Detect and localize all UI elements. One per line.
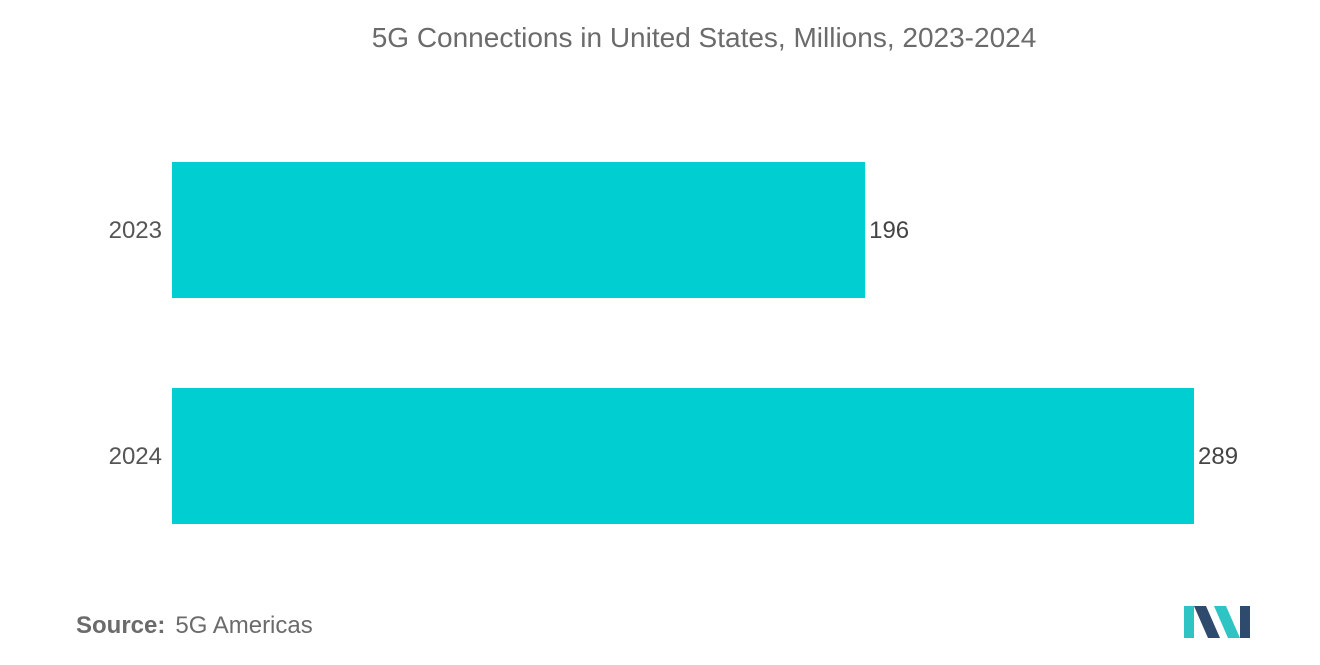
source-value: 5G Americas <box>175 612 313 639</box>
data-label-2023: 196 <box>869 217 909 244</box>
logo-right-slant <box>1214 606 1240 638</box>
bar-2023 <box>172 162 866 298</box>
category-label-2024: 2024 <box>109 443 162 470</box>
logo-left-slant <box>1194 606 1220 638</box>
logo-right-bar <box>1240 606 1250 638</box>
mordor-intelligence-logo <box>1184 606 1250 638</box>
source-label: Source: <box>76 612 166 639</box>
logo-left-bar <box>1184 606 1194 638</box>
bar-chart: 2023 196 2024 289 <box>109 162 1238 524</box>
bar-2024 <box>172 388 1194 524</box>
chart-title: 5G Connections in United States, Million… <box>371 22 1037 53</box>
source-note: Source: 5G Americas <box>76 612 313 640</box>
category-label-2023: 2023 <box>109 217 162 244</box>
data-label-2024: 289 <box>1198 443 1238 470</box>
